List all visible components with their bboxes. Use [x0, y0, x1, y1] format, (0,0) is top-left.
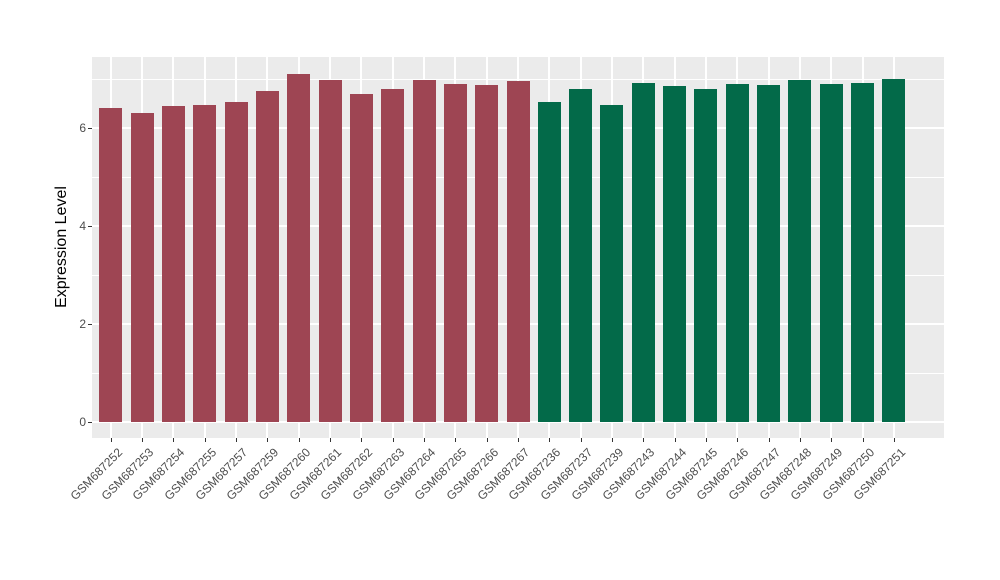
y-tick-mark [88, 226, 92, 227]
bar [319, 80, 342, 422]
x-tick-mark [612, 438, 613, 442]
bar [538, 102, 561, 422]
x-tick-mark [173, 438, 174, 442]
bar [162, 106, 185, 422]
x-tick-mark [111, 438, 112, 442]
x-tick-mark [675, 438, 676, 442]
x-tick-mark [267, 438, 268, 442]
bar [694, 89, 717, 422]
x-tick-mark [299, 438, 300, 442]
bar [413, 80, 436, 422]
bar [381, 89, 404, 422]
x-tick-mark [800, 438, 801, 442]
bar [444, 84, 467, 422]
bar [882, 79, 905, 422]
x-tick-label: GSM687252 [67, 445, 126, 503]
bar [193, 105, 216, 422]
bar [820, 84, 843, 422]
bar [131, 113, 154, 422]
bar [507, 81, 530, 422]
x-tick-mark [643, 438, 644, 442]
x-tick-mark [330, 438, 331, 442]
x-tick-mark [549, 438, 550, 442]
bar [225, 102, 248, 422]
plot-panel [92, 57, 944, 438]
x-tick-mark [894, 438, 895, 442]
x-tick-mark [769, 438, 770, 442]
x-tick-mark [361, 438, 362, 442]
x-tick-mark [487, 438, 488, 442]
x-tick-mark [424, 438, 425, 442]
y-tick-mark [88, 128, 92, 129]
x-tick-mark [142, 438, 143, 442]
y-tick-label: 4 [79, 219, 86, 233]
bar [663, 86, 686, 422]
bar [350, 94, 373, 422]
x-tick-mark [581, 438, 582, 442]
x-tick-mark [393, 438, 394, 442]
x-tick-mark [831, 438, 832, 442]
bar [632, 83, 655, 422]
bar [851, 83, 874, 422]
bar [600, 105, 623, 422]
y-tick-label: 0 [79, 415, 86, 429]
bar [287, 74, 310, 422]
bar [99, 108, 122, 422]
y-axis-title: Expression Level [53, 186, 70, 308]
bar [475, 85, 498, 422]
y-tick-mark [88, 422, 92, 423]
bar [757, 85, 780, 422]
x-tick-mark [737, 438, 738, 442]
y-tick-label: 2 [79, 317, 86, 331]
y-tick-label: 6 [79, 121, 86, 135]
x-tick-mark [236, 438, 237, 442]
x-tick-mark [518, 438, 519, 442]
bar [569, 89, 592, 422]
bar [726, 84, 749, 422]
x-tick-mark [863, 438, 864, 442]
x-tick-mark [455, 438, 456, 442]
x-tick-mark [706, 438, 707, 442]
bar [788, 80, 811, 422]
y-tick-mark [88, 324, 92, 325]
x-tick-mark [205, 438, 206, 442]
bar [256, 91, 279, 422]
